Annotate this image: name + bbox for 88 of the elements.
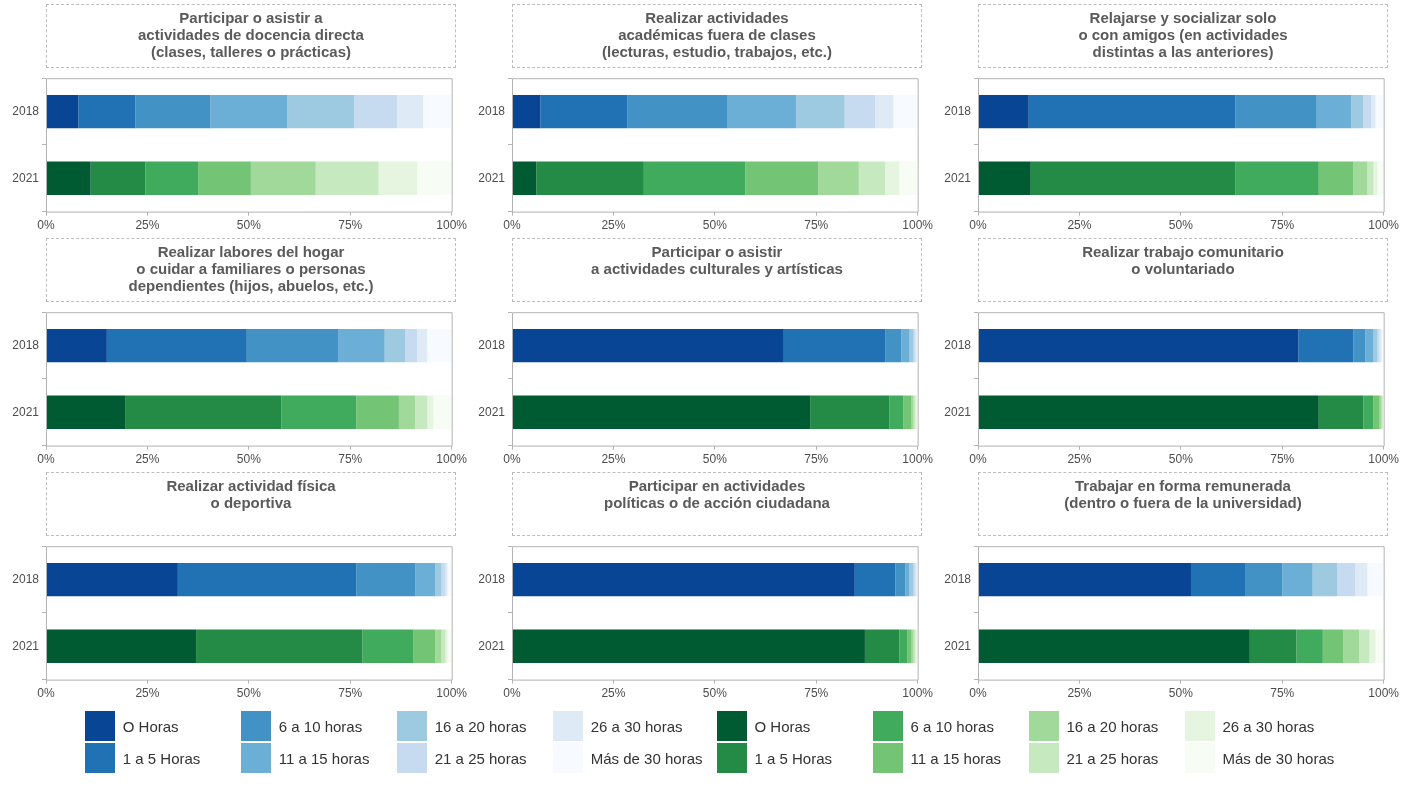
chart-title: Realizar actividad física o deportiva (46, 472, 456, 536)
x-tick-label: 0% (969, 686, 987, 701)
x-tick-label: 0% (503, 218, 521, 233)
x-tick-label: 100% (902, 686, 934, 701)
x-tick-label: 75% (338, 452, 363, 467)
x-tick-label: 25% (601, 452, 626, 467)
x-tick-label: 50% (236, 686, 262, 701)
x-tick-label: 25% (135, 218, 160, 233)
x-tick-label: 25% (1067, 218, 1092, 233)
x-tick-label: 100% (902, 452, 934, 467)
legend-label: 26 a 30 horas (590, 717, 684, 735)
y-tick-label: 2018 (12, 571, 40, 586)
y-tick-label: 2018 (12, 337, 40, 352)
legend-label: O Horas (122, 717, 180, 735)
x-tick-label: 25% (135, 452, 160, 467)
x-tick-label: 75% (1270, 452, 1295, 467)
y-tick-label: 2018 (944, 337, 972, 352)
y-tick-label: 2021 (944, 638, 972, 653)
x-tick-label: 0% (37, 218, 55, 233)
x-tick-label: 100% (436, 686, 468, 701)
x-tick-label: 100% (1368, 686, 1400, 701)
x-tick-label: 50% (702, 218, 728, 233)
y-tick-label: 2021 (478, 170, 506, 185)
legend-label: 16 a 20 horas (434, 717, 528, 735)
x-tick-label: 0% (969, 218, 987, 233)
x-tick-label: 50% (702, 452, 728, 467)
x-tick-label: 50% (1168, 686, 1194, 701)
y-tick-label: 2021 (478, 638, 506, 653)
x-tick-label: 50% (236, 218, 262, 233)
x-tick-label: 75% (804, 452, 829, 467)
x-tick-label: 0% (37, 686, 55, 701)
x-tick-label: 75% (338, 686, 363, 701)
x-tick-label: 100% (1368, 218, 1400, 233)
y-tick-label: 2018 (478, 571, 506, 586)
legend-label: 1 a 5 Horas (754, 749, 834, 767)
x-tick-label: 100% (1368, 452, 1400, 467)
chart-title: Participar o asistir a actividades culturales y artísticas (512, 238, 922, 302)
legend-label: 11 a 15 horas (910, 749, 1003, 767)
legend-label: Más de 30 horas (1222, 749, 1335, 767)
chart-title: Participar o asistir a actividades de docencia directa (clases, talleres o prácticas) (46, 4, 456, 68)
legend-label: 16 a 20 horas (1066, 717, 1160, 735)
x-tick-label: 0% (503, 686, 521, 701)
x-tick-label: 25% (1067, 452, 1092, 467)
legend-label: 1 a 5 Horas (122, 749, 202, 767)
x-tick-label: 0% (503, 452, 521, 467)
legend-label: 26 a 30 horas (1222, 717, 1316, 735)
legend-label: 21 a 25 horas (434, 749, 528, 767)
chart-title: Trabajar en forma remunerada (dentro o fuera de la universidad) (978, 472, 1388, 536)
legend-label: Más de 30 horas (590, 749, 703, 767)
x-tick-label: 75% (804, 686, 829, 701)
legend-label: 11 a 15 horas (278, 749, 371, 767)
x-tick-label: 100% (436, 452, 468, 467)
x-tick-label: 75% (804, 218, 829, 233)
legend-label: 21 a 25 horas (1066, 749, 1160, 767)
chart-title: Realizar actividades académicas fuera de clases (lecturas, estudio, trabajos, etc.) (512, 4, 922, 68)
x-tick-label: 0% (37, 452, 55, 467)
x-tick-label: 100% (436, 218, 468, 233)
y-tick-label: 2018 (12, 103, 40, 118)
y-tick-label: 2018 (944, 103, 972, 118)
x-tick-label: 50% (702, 686, 728, 701)
chart-title: Relajarse y socializar solo o con amigos (en actividades distintas a las anteriores) (978, 4, 1388, 68)
x-tick-label: 25% (135, 686, 160, 701)
x-tick-label: 75% (1270, 686, 1295, 701)
x-tick-label: 0% (969, 452, 987, 467)
x-tick-label: 75% (338, 218, 363, 233)
x-tick-label: 50% (1168, 218, 1194, 233)
y-tick-label: 2021 (12, 638, 40, 653)
x-tick-label: 75% (1270, 218, 1295, 233)
chart-title: Realizar labores del hogar o cuidar a familiares o personas dependientes (hijos, abuelos, etc.) (46, 238, 456, 302)
x-tick-label: 50% (236, 452, 262, 467)
x-tick-label: 25% (601, 218, 626, 233)
y-tick-label: 2021 (944, 404, 972, 419)
y-tick-label: 2018 (478, 337, 506, 352)
y-tick-label: 2021 (12, 170, 40, 185)
y-tick-label: 2021 (478, 404, 506, 419)
x-tick-label: 25% (601, 686, 626, 701)
x-tick-label: 100% (902, 218, 934, 233)
x-tick-label: 50% (1168, 452, 1194, 467)
y-tick-label: 2018 (944, 571, 972, 586)
legend-label: 6 a 10 horas (910, 717, 995, 735)
legend-label: 6 a 10 horas (278, 717, 364, 735)
chart-title: Realizar trabajo comunitario o voluntariado (978, 238, 1388, 302)
x-tick-label: 25% (1067, 686, 1092, 701)
y-tick-label: 2018 (478, 103, 506, 118)
chart-title: Participar en actividades políticas o de acción ciudadana (512, 472, 922, 536)
legend-label: O Horas (754, 717, 812, 735)
y-tick-label: 2021 (12, 404, 40, 419)
y-tick-label: 2021 (944, 170, 972, 185)
